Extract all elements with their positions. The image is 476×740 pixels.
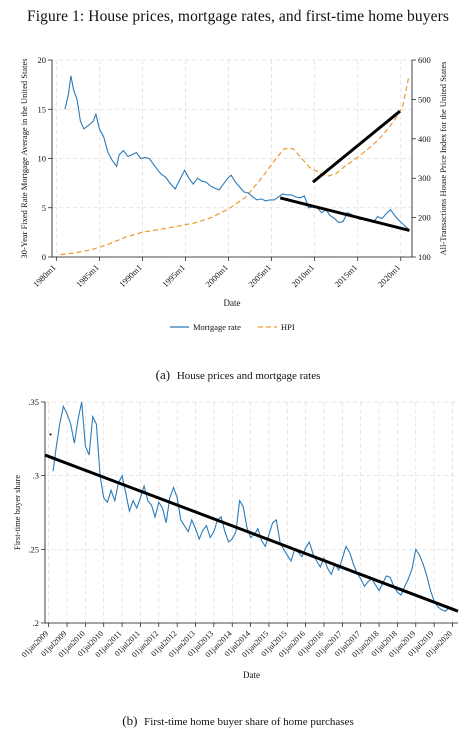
chart-house-prices-mortgage-rates: 0 5 10 15 20 1980m1 1985m1 1990m1 1995m1 2000m1 20… — [19, 55, 448, 332]
x-tick-label: 1990m1 — [117, 262, 144, 289]
trend-line — [44, 453, 459, 613]
caption-a-tag: (a) — [155, 367, 171, 382]
x-tick-label: 1985m1 — [74, 262, 101, 289]
y-tick-label-right: 200 — [418, 213, 431, 223]
legend-label-mortgage-rate: Mortgage rate — [193, 322, 241, 332]
x-tick-label: 1995m1 — [160, 262, 187, 289]
x-axis-label: Date — [224, 298, 241, 308]
y-tick-label: .3 — [33, 471, 39, 481]
y-tick-label: .25 — [28, 544, 39, 554]
x-tick-label: 2015m1 — [332, 262, 359, 289]
y-tick-label-right: 500 — [418, 94, 431, 104]
x-axis-label: Date — [243, 670, 260, 680]
y-axis-label-right: All-Transactions House Price Index for t… — [438, 62, 448, 256]
y-tick-label-left: 15 — [38, 104, 47, 114]
caption-a-text: House prices and mortgage rates — [176, 370, 321, 382]
y-tick-label-right: 400 — [418, 134, 431, 144]
x-tick-label: 2010m1 — [289, 262, 316, 289]
x-tick-label: 2005m1 — [246, 262, 273, 289]
data-point — [49, 433, 52, 436]
caption-b-text: First-time home buyer share of home purc… — [144, 716, 354, 728]
series-line-hpi — [60, 77, 410, 256]
y-tick-label-right: 100 — [418, 252, 431, 262]
y-tick-label-left: 5 — [42, 203, 46, 213]
series-line-first-time-buyer-share — [52, 401, 453, 612]
legend-label-hpi: HPI — [281, 322, 295, 332]
y-axis-label-left: 30-Year Fixed Rate Mortgage Average in t… — [19, 58, 29, 258]
y-tick-label: .2 — [33, 618, 39, 628]
caption-b-tag: (b) — [122, 713, 138, 728]
y-tick-label-left: 10 — [38, 154, 47, 164]
y-tick-label-right: 300 — [418, 173, 431, 183]
x-tick-label: 1980m1 — [31, 262, 58, 289]
y-tick-label-left: 20 — [38, 55, 47, 65]
figure-title: Figure 1: House prices, mortgage rates, … — [27, 8, 449, 25]
x-tick-label: 2020m1 — [375, 262, 402, 289]
series-line-mortgage-rate — [64, 75, 409, 230]
caption-b: (b) First-time home buyer share of home … — [0, 713, 476, 729]
chart-first-time-buyer-share: .2.25.3.3501jan200901jul200901jan201001j… — [12, 397, 459, 680]
trend-line — [312, 110, 401, 184]
y-tick-label: .35 — [28, 397, 39, 407]
y-axis-label: First-time buyer share — [12, 475, 22, 550]
x-tick-label: 2000m1 — [203, 262, 230, 289]
y-tick-label-right: 600 — [418, 55, 431, 65]
caption-a: (a) House prices and mortgage rates — [0, 367, 476, 383]
trend-line — [279, 196, 410, 232]
y-tick-label-left: 0 — [42, 252, 46, 262]
